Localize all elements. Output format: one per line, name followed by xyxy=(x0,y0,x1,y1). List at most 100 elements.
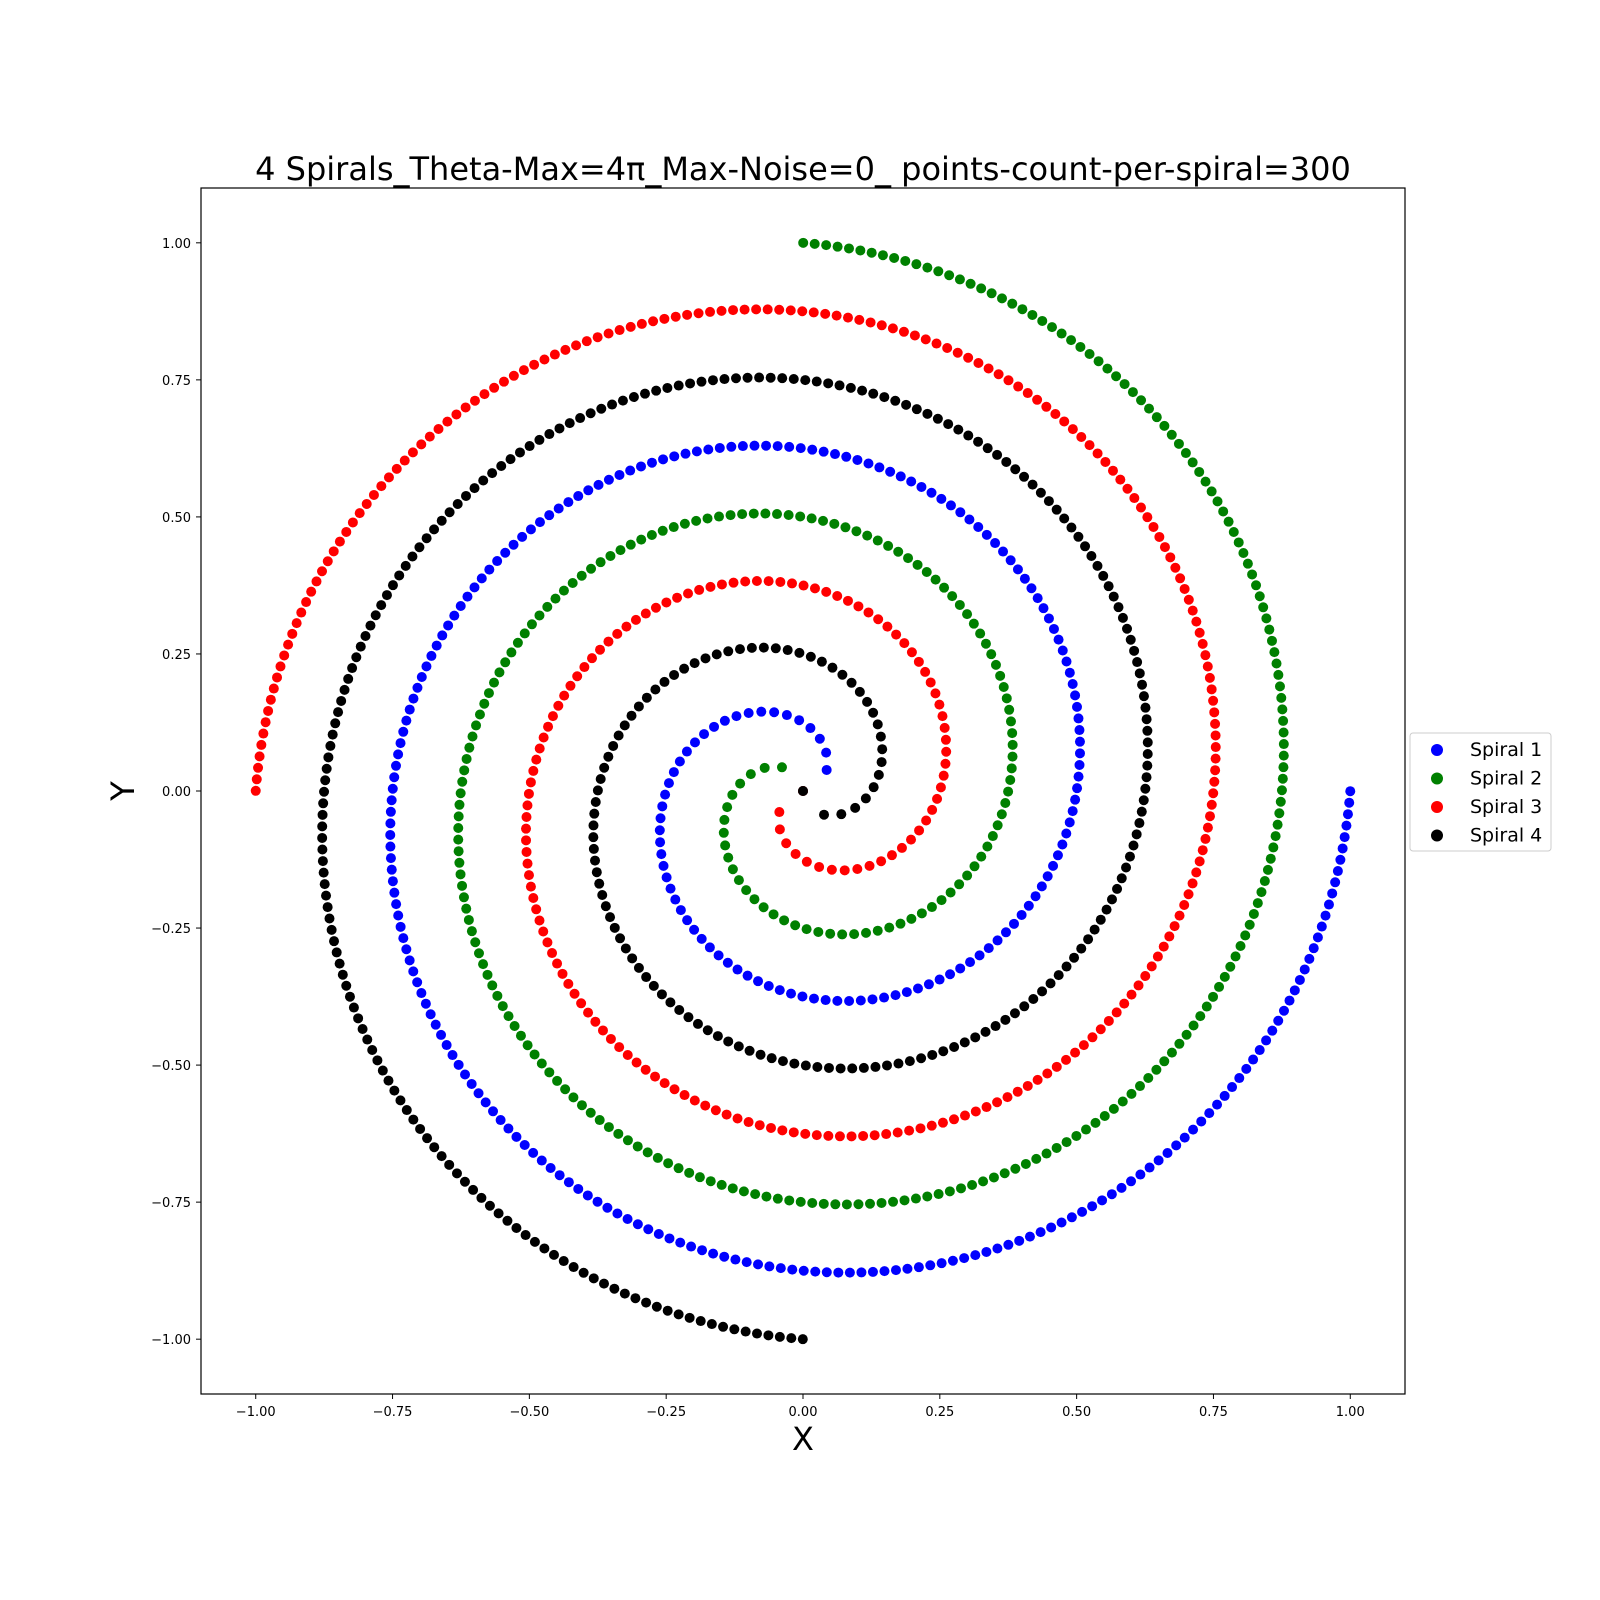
scatter-point xyxy=(511,1223,522,1234)
scatter-point xyxy=(902,1263,913,1274)
scatter-point xyxy=(1142,760,1153,771)
scatter-point xyxy=(521,823,532,834)
scatter-point xyxy=(1140,702,1151,713)
scatter-point xyxy=(858,1130,869,1141)
scatter-point xyxy=(936,493,947,504)
scatter-point xyxy=(1261,1035,1272,1046)
scatter-point xyxy=(474,709,485,720)
scatter-point xyxy=(1098,570,1109,581)
scatter-point xyxy=(452,498,463,509)
scatter-point xyxy=(321,890,332,901)
scatter-point xyxy=(1083,934,1094,945)
scatter-point xyxy=(729,1324,740,1335)
scatter-point xyxy=(1166,1047,1177,1058)
scatter-point xyxy=(710,1105,721,1116)
scatter-point xyxy=(1022,388,1033,399)
scatter-point xyxy=(779,915,790,926)
scatter-point xyxy=(858,1062,869,1073)
scatter-point xyxy=(1129,645,1140,656)
scatter-point xyxy=(461,753,472,764)
scatter-point xyxy=(886,850,897,861)
scatter-point xyxy=(922,262,933,273)
scatter-point xyxy=(1235,940,1246,951)
scatter-point xyxy=(552,958,563,969)
scatter-point xyxy=(545,1163,556,1173)
scatter-point xyxy=(668,522,679,533)
scatter-point xyxy=(723,646,734,657)
scatter-point xyxy=(1158,941,1169,952)
scatter-point xyxy=(798,580,809,591)
scatter-point xyxy=(572,671,583,682)
scatter-point xyxy=(602,1202,613,1213)
scatter-point xyxy=(1081,1124,1092,1135)
scatter-point xyxy=(868,782,879,793)
scatter-point xyxy=(831,310,842,321)
scatter-point xyxy=(619,1288,630,1299)
scatter-point xyxy=(1201,1001,1212,1012)
scatter-point xyxy=(1020,1158,1031,1169)
scatter-point xyxy=(722,802,733,813)
scatter-point xyxy=(712,1031,723,1042)
scatter-point xyxy=(1254,591,1265,602)
scatter-point xyxy=(370,610,381,621)
scatter-point xyxy=(706,1319,717,1330)
scatter-point xyxy=(783,510,794,520)
scatter-point xyxy=(714,511,724,522)
scatter-point xyxy=(1278,727,1289,738)
scatter-point xyxy=(525,524,536,535)
scatter-point xyxy=(603,1122,614,1133)
scatter-point xyxy=(1187,605,1198,616)
scatter-point xyxy=(826,864,837,875)
scatter-point xyxy=(1218,506,1229,517)
scatter-point xyxy=(728,305,739,316)
scatter-point xyxy=(461,490,472,501)
scatter-point xyxy=(1043,496,1054,507)
scatter-point xyxy=(1289,985,1300,996)
scatter-point xyxy=(1095,1024,1106,1035)
scatter-point xyxy=(1270,831,1281,842)
scatter-point xyxy=(1165,552,1176,563)
scatter-point xyxy=(970,1250,981,1261)
scatter-point xyxy=(1076,943,1087,954)
scatter-point xyxy=(881,1129,892,1140)
scatter-point xyxy=(840,522,851,533)
scatter-point xyxy=(437,630,448,641)
scatter-point xyxy=(355,641,366,652)
scatter-point xyxy=(784,441,795,452)
scatter-point xyxy=(1196,1116,1207,1127)
scatter-point xyxy=(1188,1020,1199,1031)
scatter-point xyxy=(797,1334,808,1345)
scatter-point xyxy=(595,557,606,568)
scatter-point xyxy=(733,875,744,886)
scatter-point xyxy=(807,444,818,455)
scatter-point xyxy=(682,915,693,926)
scatter-point xyxy=(459,765,470,776)
scatter-point xyxy=(980,638,991,649)
scatter-point xyxy=(511,1131,522,1142)
scatter-point xyxy=(675,1237,686,1248)
scatter-point xyxy=(529,1236,540,1247)
scatter-point xyxy=(444,507,455,518)
scatter-point xyxy=(1003,786,1014,797)
scatter-point xyxy=(376,481,387,492)
scatter-point xyxy=(959,1037,970,1048)
scatter-point xyxy=(361,498,372,509)
scatter-point xyxy=(719,374,730,385)
scatter-point xyxy=(762,304,773,315)
scatter-point xyxy=(1206,486,1217,497)
scatter-point xyxy=(1240,930,1251,941)
scatter-point xyxy=(801,856,812,867)
scatter-point xyxy=(952,347,963,358)
scatter-point xyxy=(940,758,951,769)
scatter-point xyxy=(709,721,720,732)
scatter-point xyxy=(656,989,667,1000)
scatter-point xyxy=(567,578,578,588)
scatter-point xyxy=(521,812,532,823)
scatter-point xyxy=(697,1245,708,1256)
scatter-point xyxy=(539,1243,550,1254)
scatter-point xyxy=(758,902,769,913)
scatter-point xyxy=(1113,602,1124,613)
scatter-point xyxy=(509,1021,520,1032)
scatter-point xyxy=(945,969,956,980)
scatter-point xyxy=(565,680,576,691)
